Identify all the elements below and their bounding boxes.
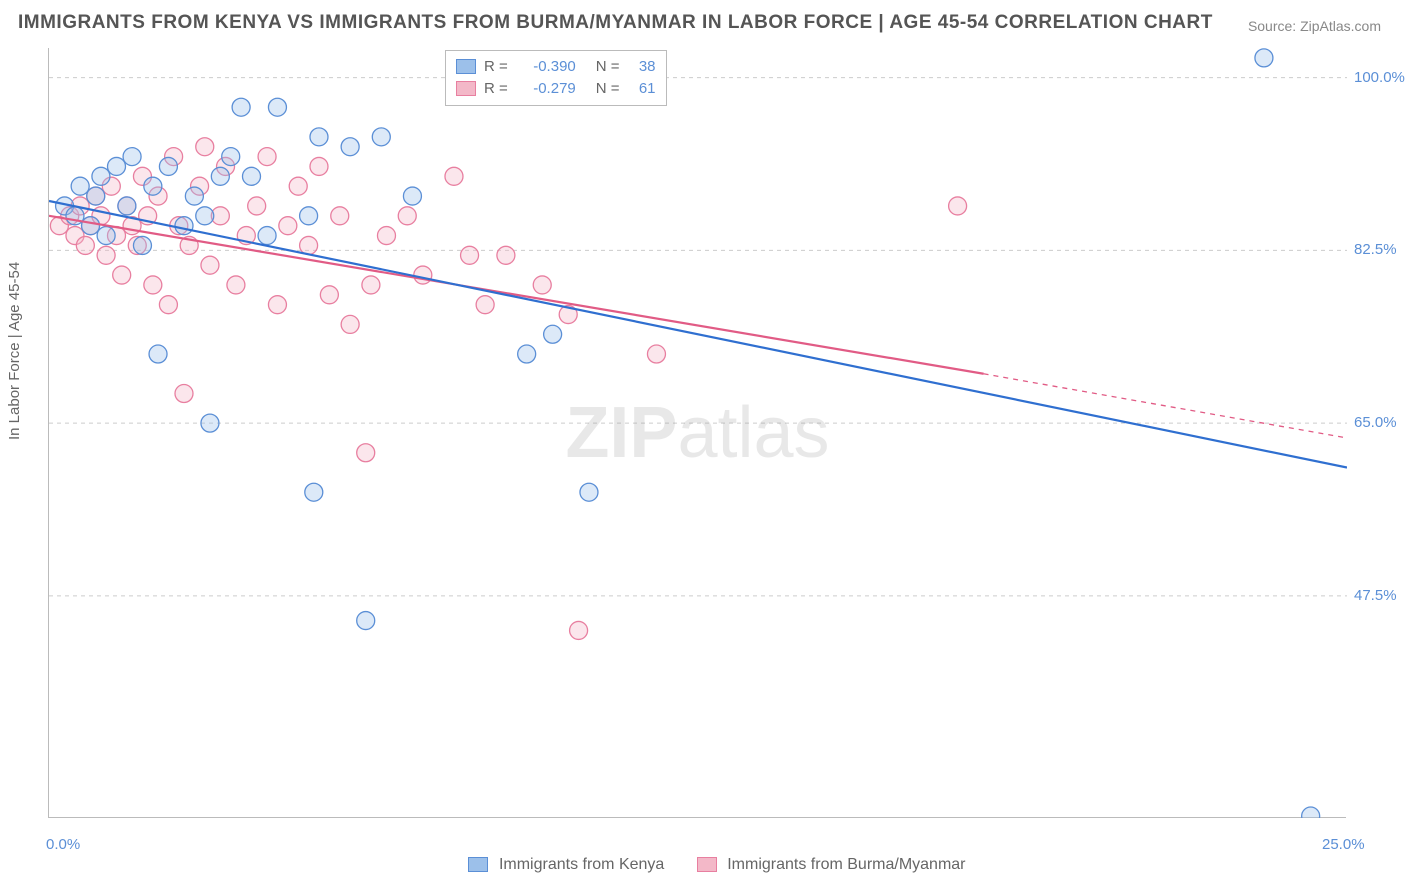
correlation-legend: R = -0.390 N = 38 R = -0.279 N = 61: [445, 50, 667, 106]
y-axis-label: In Labor Force | Age 45-54: [6, 262, 23, 440]
scatter-point: [497, 246, 515, 264]
scatter-point: [201, 256, 219, 274]
scatter-point: [144, 276, 162, 294]
r-label: R =: [484, 80, 508, 97]
legend-row-burma: R = -0.279 N = 61: [456, 77, 656, 99]
scatter-point: [362, 276, 380, 294]
bottom-legend: Immigrants from Kenya Immigrants from Bu…: [0, 856, 1406, 892]
scatter-point: [258, 227, 276, 245]
scatter-point: [445, 167, 463, 185]
r-value-burma: -0.279: [516, 80, 576, 97]
scatter-point: [1255, 49, 1273, 67]
scatter-point: [357, 612, 375, 630]
n-value-kenya: 38: [628, 58, 656, 75]
scatter-point: [76, 236, 94, 254]
scatter-point: [113, 266, 131, 284]
scatter-point: [300, 207, 318, 225]
scatter-point: [279, 217, 297, 235]
n-value-burma: 61: [628, 80, 656, 97]
scatter-point: [97, 246, 115, 264]
scatter-point: [461, 246, 479, 264]
scatter-point: [222, 148, 240, 166]
y-tick-label: 82.5%: [1354, 241, 1397, 258]
scatter-point: [258, 148, 276, 166]
chart-title: IMMIGRANTS FROM KENYA VS IMMIGRANTS FROM…: [18, 12, 1213, 34]
scatter-point: [149, 345, 167, 363]
scatter-point: [248, 197, 266, 215]
trend-line-burma: [49, 216, 984, 374]
scatter-point: [185, 187, 203, 205]
chart-svg: [49, 48, 1347, 818]
y-tick-label: 65.0%: [1354, 414, 1397, 431]
scatter-point: [357, 444, 375, 462]
scatter-point: [533, 276, 551, 294]
scatter-point: [123, 148, 141, 166]
scatter-point: [289, 177, 307, 195]
scatter-point: [300, 236, 318, 254]
scatter-point: [403, 187, 421, 205]
scatter-point: [144, 177, 162, 195]
r-label: R =: [484, 58, 508, 75]
scatter-point: [196, 207, 214, 225]
scatter-point: [92, 167, 110, 185]
n-label: N =: [596, 58, 620, 75]
trend-line-burma-extrapolated: [984, 374, 1347, 438]
source-attribution: Source: ZipAtlas.com: [1248, 18, 1381, 34]
scatter-point: [159, 157, 177, 175]
chart-plot-area: R = -0.390 N = 38 R = -0.279 N = 61 ZIPa…: [48, 48, 1346, 818]
bottom-swatch-kenya: [468, 857, 488, 872]
bottom-swatch-burma: [697, 857, 717, 872]
legend-row-kenya: R = -0.390 N = 38: [456, 55, 656, 77]
scatter-point: [196, 138, 214, 156]
r-value-kenya: -0.390: [516, 58, 576, 75]
scatter-point: [310, 128, 328, 146]
scatter-point: [201, 414, 219, 432]
y-tick-label: 47.5%: [1354, 587, 1397, 604]
scatter-point: [949, 197, 967, 215]
bottom-label-burma: Immigrants from Burma/Myanmar: [727, 856, 965, 873]
scatter-point: [71, 177, 89, 195]
scatter-point: [211, 167, 229, 185]
scatter-point: [341, 138, 359, 156]
scatter-point: [544, 325, 562, 343]
scatter-point: [331, 207, 349, 225]
scatter-point: [227, 276, 245, 294]
scatter-point: [232, 98, 250, 116]
scatter-point: [341, 315, 359, 333]
scatter-point: [372, 128, 390, 146]
bottom-label-kenya: Immigrants from Kenya: [499, 856, 664, 873]
n-label: N =: [596, 80, 620, 97]
x-tick-label: 25.0%: [1322, 836, 1365, 853]
x-tick-label: 0.0%: [46, 836, 80, 853]
scatter-point: [242, 167, 260, 185]
scatter-point: [97, 227, 115, 245]
scatter-point: [377, 227, 395, 245]
legend-swatch-burma: [456, 81, 476, 96]
y-tick-label: 100.0%: [1354, 69, 1405, 86]
scatter-point: [268, 98, 286, 116]
scatter-point: [398, 207, 416, 225]
scatter-point: [320, 286, 338, 304]
scatter-point: [175, 217, 193, 235]
scatter-point: [159, 296, 177, 314]
scatter-point: [647, 345, 665, 363]
scatter-point: [133, 236, 151, 254]
scatter-point: [305, 483, 323, 501]
scatter-point: [570, 621, 588, 639]
scatter-point: [476, 296, 494, 314]
scatter-point: [87, 187, 105, 205]
scatter-point: [118, 197, 136, 215]
scatter-point: [1302, 807, 1320, 818]
scatter-point: [268, 296, 286, 314]
scatter-point: [175, 385, 193, 403]
scatter-point: [414, 266, 432, 284]
legend-swatch-kenya: [456, 59, 476, 74]
scatter-point: [580, 483, 598, 501]
scatter-point: [310, 157, 328, 175]
scatter-point: [107, 157, 125, 175]
scatter-point: [518, 345, 536, 363]
trend-line-kenya: [49, 201, 1347, 468]
scatter-point: [82, 217, 100, 235]
